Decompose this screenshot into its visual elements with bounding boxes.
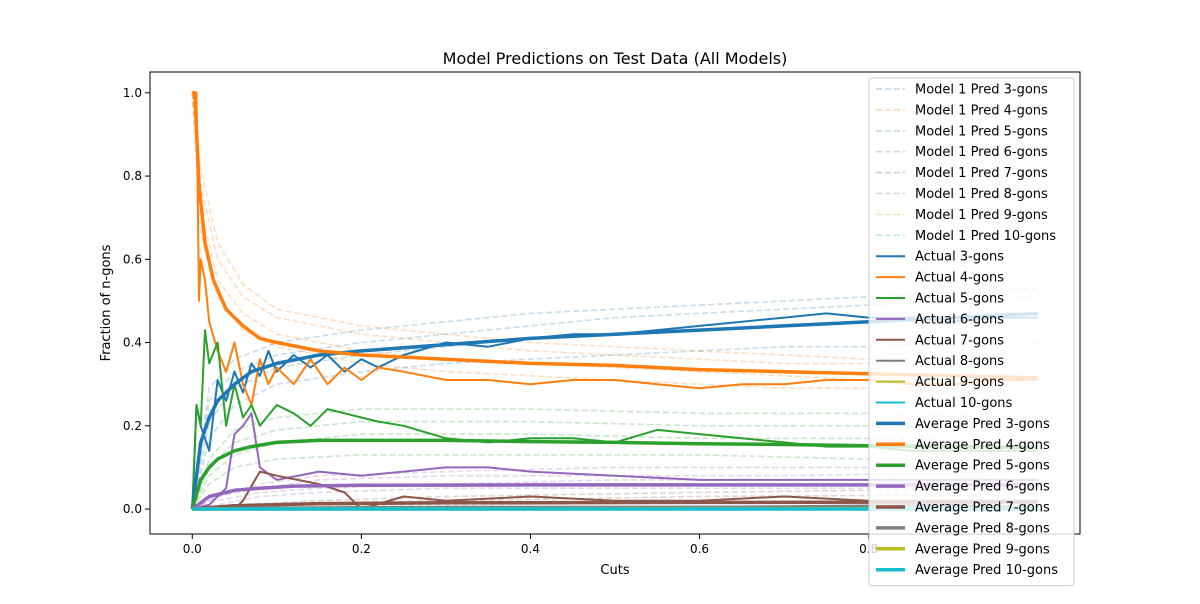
y-tick-label: 0.6	[123, 252, 142, 266]
x-tick-label: 0.4	[521, 542, 540, 556]
chart-title: Model Predictions on Test Data (All Mode…	[443, 49, 788, 68]
x-tick-label: 0.2	[352, 542, 371, 556]
legend-label: Average Pred 3-gons	[915, 417, 1050, 432]
y-tick-label: 0.0	[123, 502, 142, 516]
legend-label: Actual 8-gons	[915, 354, 1004, 369]
legend-label: Actual 4-gons	[915, 271, 1004, 286]
legend-label: Average Pred 10-gons	[915, 563, 1058, 578]
legend-label: Average Pred 6-gons	[915, 480, 1050, 495]
y-tick-label: 0.2	[123, 419, 142, 433]
legend-label: Average Pred 7-gons	[915, 501, 1050, 516]
legend-label: Average Pred 4-gons	[915, 438, 1050, 453]
legend-label: Model 1 Pred 9-gons	[915, 208, 1048, 223]
legend-label: Actual 6-gons	[915, 312, 1004, 327]
legend: Model 1 Pred 3-gons Model 1 Pred 4-gons Mo…	[869, 78, 1074, 586]
legend-label: Model 1 Pred 7-gons	[915, 166, 1048, 181]
legend-label: Model 1 Pred 6-gons	[915, 145, 1048, 160]
y-tick-label: 1.0	[123, 86, 142, 100]
legend-label: Actual 3-gons	[915, 250, 1004, 265]
legend-label: Model 1 Pred 4-gons	[915, 103, 1048, 118]
y-tick-label: 0.8	[123, 169, 142, 183]
legend-label: Model 1 Pred 10-gons	[915, 229, 1056, 244]
y-axis-ticks: 0.0 0.2 0.4 0.6 0.8 1.0	[123, 86, 150, 516]
x-tick-label: 0.0	[183, 542, 202, 556]
legend-label: Average Pred 8-gons	[915, 521, 1050, 536]
y-tick-label: 0.4	[123, 336, 142, 350]
legend-label: Average Pred 9-gons	[915, 542, 1050, 557]
x-axis-ticks: 0.00.20.40.60.8	[183, 534, 878, 556]
legend-label: Actual 5-gons	[915, 292, 1004, 307]
legend-label: Average Pred 5-gons	[915, 459, 1050, 474]
x-axis-label: Cuts	[600, 563, 629, 578]
legend-label: Actual 9-gons	[915, 375, 1004, 390]
x-tick-label: 0.6	[690, 542, 709, 556]
legend-label: Model 1 Pred 5-gons	[915, 124, 1048, 139]
y-axis-label: Fraction of n-gons	[99, 244, 114, 361]
legend-label: Actual 10-gons	[915, 396, 1013, 411]
legend-label: Actual 7-gons	[915, 333, 1004, 348]
legend-label: Model 1 Pred 3-gons	[915, 83, 1048, 98]
legend-label: Model 1 Pred 8-gons	[915, 187, 1048, 202]
